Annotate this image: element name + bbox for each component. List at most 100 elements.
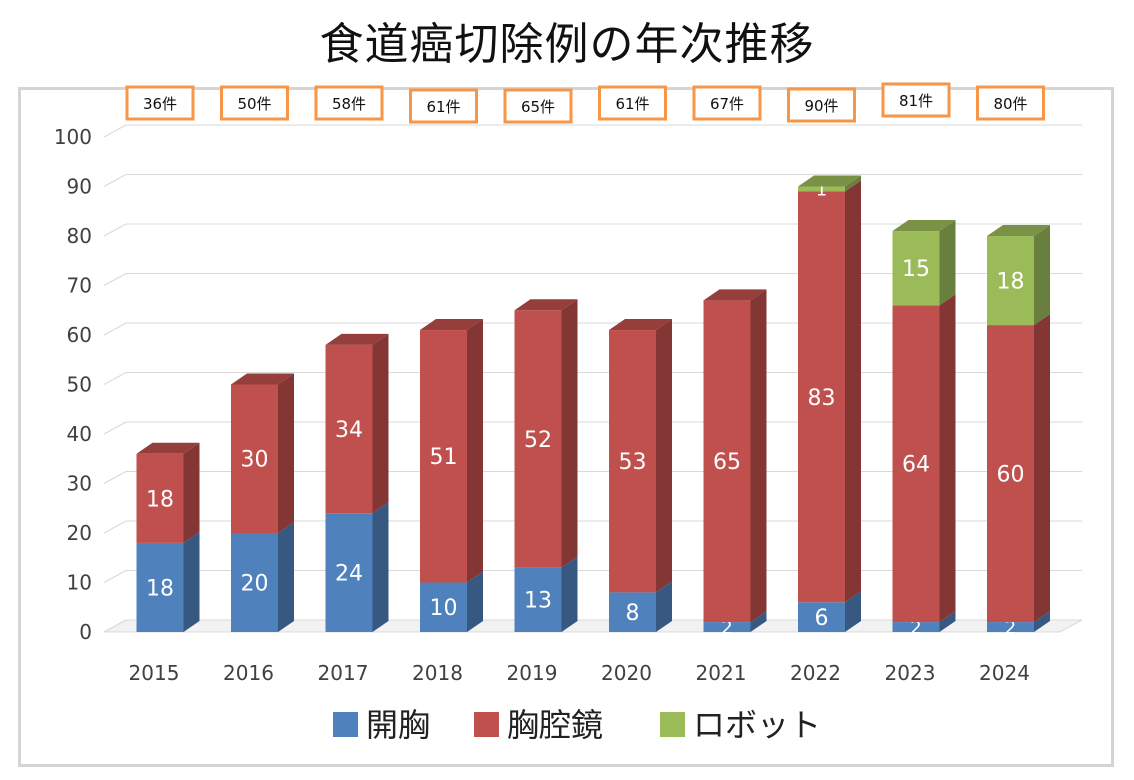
bar-side xyxy=(561,556,578,632)
y-tick-label: 30 xyxy=(67,472,92,496)
bar-top xyxy=(514,299,578,311)
bar-segment xyxy=(798,186,845,192)
gridline-slant xyxy=(103,570,127,583)
total-label: 61件 xyxy=(426,98,460,116)
y-tick-label: 70 xyxy=(67,274,92,298)
bar-side xyxy=(1034,611,1050,632)
x-tick-label: 2024 xyxy=(979,661,1030,685)
gridline-slant xyxy=(103,372,127,385)
bar-segment xyxy=(609,592,656,632)
bar-side xyxy=(656,319,672,593)
y-tick-label: 80 xyxy=(67,224,92,248)
bar-segment xyxy=(892,231,940,306)
bar-side xyxy=(939,611,956,632)
total-label: 67件 xyxy=(710,95,744,113)
bar-side xyxy=(183,442,200,543)
gridline-slant xyxy=(103,322,127,336)
data-label: 51 xyxy=(430,445,458,470)
gridline-slant xyxy=(103,174,127,187)
total-box xyxy=(125,85,195,121)
data-label: 24 xyxy=(335,562,363,587)
data-label: 8 xyxy=(626,601,640,626)
bar-side xyxy=(278,522,294,632)
data-label: 15 xyxy=(902,257,930,282)
y-tick-label: 0 xyxy=(79,620,92,644)
x-tick-label: 2018 xyxy=(412,661,463,685)
x-tick-label: 2020 xyxy=(601,661,652,685)
y-tick-label: 40 xyxy=(67,422,92,446)
bar-side xyxy=(845,180,861,603)
bar-side xyxy=(1034,225,1050,326)
x-tick-label: 2016 xyxy=(223,661,274,685)
y-tick-label: 100 xyxy=(54,125,92,149)
gridline-slant xyxy=(103,471,127,484)
total-box xyxy=(409,88,478,124)
bar-top xyxy=(798,175,861,187)
total-label: 81件 xyxy=(899,92,933,110)
total-label: 90件 xyxy=(804,97,838,115)
data-label: 10 xyxy=(430,596,458,621)
data-label: 18 xyxy=(997,269,1025,294)
bar-segment xyxy=(987,236,1034,326)
data-label: 18 xyxy=(146,576,174,601)
bar-top xyxy=(892,220,956,232)
bar-top xyxy=(231,373,294,385)
bar-segment xyxy=(892,305,940,623)
data-label: 64 xyxy=(902,453,930,478)
bar-segment xyxy=(609,330,656,593)
x-tick-label: 2015 xyxy=(129,661,180,685)
bar-side xyxy=(845,591,861,632)
bar-segment xyxy=(514,567,562,632)
data-label: 13 xyxy=(524,589,552,614)
total-label: 36件 xyxy=(143,95,177,113)
gridline-slant xyxy=(103,273,127,286)
bar-top xyxy=(136,442,200,454)
total-box xyxy=(220,85,289,121)
total-label: 58件 xyxy=(332,95,366,113)
total-box xyxy=(692,85,762,121)
gridline-slant xyxy=(103,421,127,435)
data-label: 1 xyxy=(816,179,827,200)
data-label: 83 xyxy=(808,386,836,411)
data-label: 65 xyxy=(713,450,741,475)
total-box xyxy=(881,82,951,118)
y-tick-label: 10 xyxy=(67,571,92,595)
bar-segment xyxy=(420,330,467,583)
bar-segment xyxy=(136,542,184,632)
legend-label: 開胸 xyxy=(366,706,430,744)
bar-side xyxy=(467,319,483,583)
total-label: 61件 xyxy=(615,95,649,113)
bar-side xyxy=(467,571,483,632)
bar-segment xyxy=(325,344,373,514)
total-label: 65件 xyxy=(521,98,555,116)
data-label: 2 xyxy=(721,618,732,639)
chart-title: 食道癌切除例の年次推移 xyxy=(319,19,815,70)
y-tick-label: 60 xyxy=(67,323,92,347)
bar-side xyxy=(845,175,861,192)
bar-top xyxy=(987,225,1050,236)
bar-side xyxy=(1034,314,1050,623)
legend-swatch xyxy=(333,712,358,737)
bar-segment xyxy=(703,622,751,632)
bar-segment xyxy=(514,310,562,568)
y-tick-label: 20 xyxy=(67,521,92,545)
data-label: 18 xyxy=(146,487,174,512)
bar-side xyxy=(656,581,672,632)
bar-segment xyxy=(231,533,278,632)
legend-label: ロボット xyxy=(693,706,821,744)
bar-top xyxy=(325,333,389,345)
total-box xyxy=(503,88,573,124)
legend-swatch xyxy=(474,712,499,737)
bar-segment xyxy=(987,622,1034,632)
bar-side xyxy=(372,502,389,632)
bar-segment xyxy=(798,602,845,632)
gridline-slant xyxy=(103,520,127,534)
bar-segment xyxy=(420,582,467,632)
total-box xyxy=(976,85,1045,121)
total-box xyxy=(787,87,856,123)
y-tick-label: 50 xyxy=(67,373,92,397)
y-tick-label: 90 xyxy=(67,175,92,199)
total-label: 50件 xyxy=(237,95,271,113)
